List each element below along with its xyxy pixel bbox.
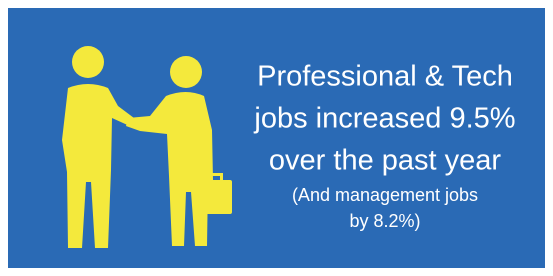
briefcase xyxy=(200,180,232,214)
headline-line: Professional & Tech xyxy=(257,61,513,93)
right-head xyxy=(170,56,202,88)
infographic: Professional & Tech jobs increased 9.5% … xyxy=(0,0,553,276)
subline-line: (And management jobs xyxy=(292,185,478,205)
headline-line: jobs increased 9.5% xyxy=(253,103,515,135)
subline-line: by 8.2%) xyxy=(349,211,420,231)
left-head xyxy=(72,46,104,78)
headline-line: over the past year xyxy=(269,145,501,177)
